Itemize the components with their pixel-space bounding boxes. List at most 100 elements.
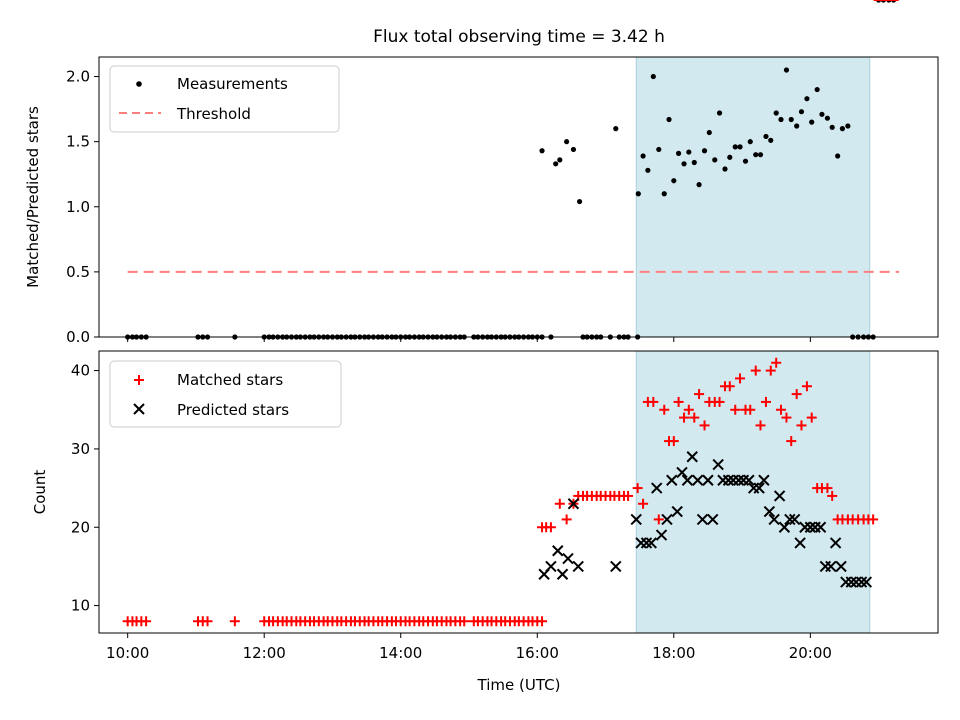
predicted-star-point — [666, 474, 678, 486]
matched-star-point — [537, 616, 548, 627]
measurement-point — [773, 110, 779, 116]
matched-star-point — [623, 490, 634, 501]
predicted-star-point — [651, 482, 663, 494]
predicted-star-point — [661, 513, 673, 526]
matched-star-point — [827, 490, 838, 501]
bottom-axes-frame — [98, 350, 939, 634]
matched-star-point — [745, 404, 756, 415]
top-panel: 0.00.51.01.52.0 Matched/Predicted stars … — [24, 0, 939, 346]
matched-star-point — [694, 389, 705, 400]
matched-star-point — [781, 412, 792, 423]
measurement-point — [763, 133, 769, 140]
y-tick-label: 10 — [71, 597, 90, 615]
top-legend-box — [109, 65, 340, 133]
measurement-point — [722, 166, 728, 172]
measurement-point — [666, 116, 672, 123]
x-axis-label: Time (UTC) — [477, 676, 561, 694]
measurement-point — [757, 152, 764, 158]
matched-star-point — [750, 365, 761, 376]
measurement-point — [650, 73, 656, 80]
top-y-axis: 0.0 0.5 1.0 1.5 2.0 — [66, 68, 99, 346]
bottom-y-axis: 10 20 30 40 — [71, 362, 99, 615]
bottom-y-axis-label: Count — [31, 470, 49, 515]
matched-star-point — [868, 514, 879, 525]
predicted-star-point — [788, 513, 801, 526]
measurement-point — [686, 149, 692, 155]
predicted-star-point — [743, 474, 755, 486]
y-tick-label: 0.5 — [66, 263, 90, 281]
measurement-point — [747, 139, 753, 145]
legend-threshold-label: Threshold — [176, 105, 251, 123]
measurement-point — [716, 110, 723, 116]
x-tick-label: 14:00 — [379, 644, 422, 662]
measurement-point — [656, 146, 662, 153]
measurement-point — [835, 153, 841, 159]
predicted-star-point — [835, 560, 847, 573]
matched-star-point — [724, 381, 735, 392]
bottom-x-axis: 10:00 12:00 14:00 16:00 18:00 20:00 — [106, 633, 832, 662]
measurement-point — [671, 178, 677, 184]
matched-star-point — [775, 404, 786, 415]
measurement-point — [635, 191, 641, 197]
predicted-star-point — [610, 560, 622, 573]
matched-star-point — [760, 396, 771, 407]
predicted-star-point — [556, 568, 569, 580]
measurement-point — [788, 116, 794, 123]
measurement-point — [732, 144, 738, 150]
y-tick-label: 20 — [71, 518, 90, 536]
matched-star-point — [699, 420, 710, 431]
predicted-star-point — [562, 552, 574, 565]
predicted-star-point — [758, 474, 770, 486]
matched-star-point — [141, 616, 152, 627]
matched-star-point — [730, 404, 741, 415]
top-x-ticks — [127, 337, 811, 342]
measurement-point — [645, 167, 651, 173]
matched-star-point — [668, 436, 679, 447]
matched-star-point — [801, 381, 812, 392]
predicted-star-point — [681, 474, 694, 486]
predicted-star-point — [814, 521, 827, 533]
predicted-star-point — [696, 513, 709, 526]
matched-star-point — [755, 420, 766, 431]
measurement-point — [675, 150, 682, 156]
predicted-star-point — [655, 529, 668, 541]
measurement-point — [737, 144, 743, 150]
matched-star-point — [786, 436, 797, 447]
predicted-star-point — [784, 513, 796, 526]
predicted-star-point — [686, 451, 698, 463]
matched-star-point — [653, 514, 664, 525]
bottom-shaded-interval — [635, 350, 871, 634]
x-tick-label: 18:00 — [652, 644, 695, 662]
predicted-star-point — [712, 458, 724, 471]
predicted-star-point — [707, 513, 719, 526]
legend-predicted-label: Predicted stars — [177, 401, 289, 419]
measurement-point — [696, 182, 702, 188]
x-tick-label: 12:00 — [243, 644, 286, 662]
matched-star-point — [822, 483, 833, 494]
measurement-point — [798, 109, 805, 115]
y-tick-label: 1.0 — [66, 198, 90, 216]
measurement-point — [557, 157, 563, 163]
measurement-point — [691, 159, 697, 166]
matched-star-point — [561, 514, 572, 525]
measurement-point — [794, 123, 800, 129]
matched-star-point — [791, 389, 802, 400]
matched-star-point — [648, 396, 659, 407]
predicted-star-point — [794, 537, 806, 549]
legend-predicted-marker — [133, 403, 145, 415]
y-tick-label: 2.0 — [66, 68, 90, 86]
measurement-point — [539, 148, 545, 154]
measurement-point — [661, 191, 667, 197]
matched-star-point — [638, 498, 649, 509]
measurement-point — [839, 126, 846, 132]
measurement-point — [576, 198, 583, 205]
predicted-star-point — [825, 560, 837, 573]
predicted-star-point — [722, 474, 735, 486]
measurement-point — [819, 111, 825, 117]
matched-star-point — [796, 420, 807, 431]
predicted-star-point — [545, 560, 557, 573]
matched-star-point — [771, 357, 782, 368]
measurement-point — [640, 153, 646, 159]
predicted-star-point — [567, 498, 580, 510]
